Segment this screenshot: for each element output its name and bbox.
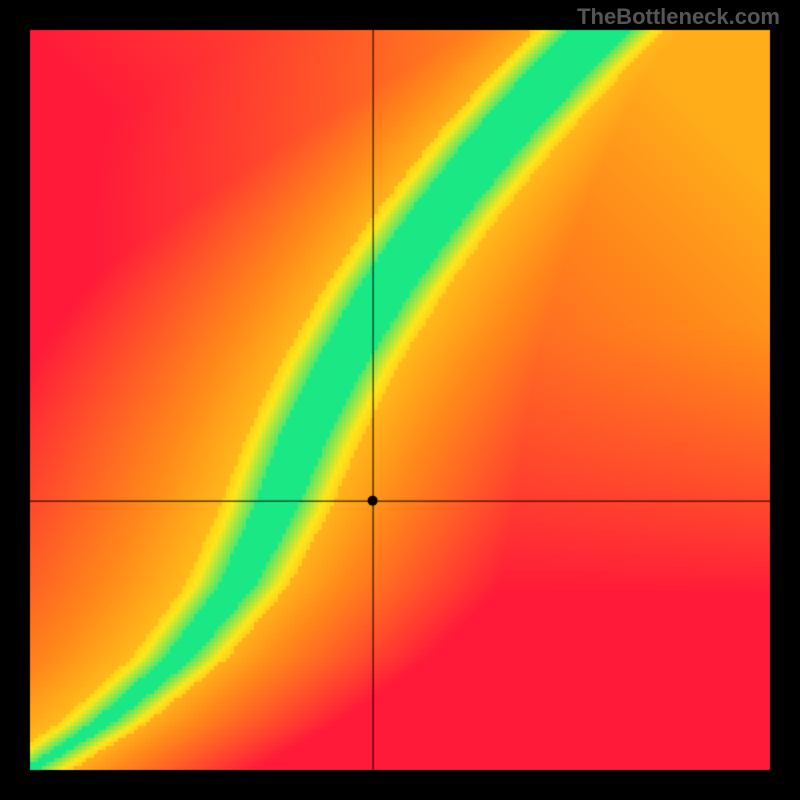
watermark-text: TheBottleneck.com xyxy=(577,4,780,30)
bottleneck-heatmap xyxy=(0,0,800,800)
